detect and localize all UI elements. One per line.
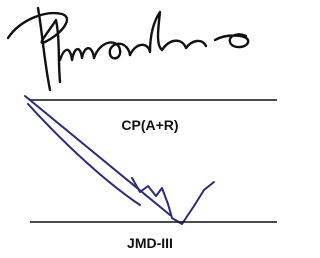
signature-stroke <box>215 34 248 47</box>
signature-stroke <box>130 12 162 55</box>
signature-page: CP(A+R) JMD-III <box>0 0 307 258</box>
signature-2 <box>25 96 214 224</box>
signature-stroke <box>8 13 67 82</box>
signature-stroke <box>132 178 214 224</box>
signature-stroke <box>94 42 130 58</box>
signature-label: JMD-III <box>127 235 173 251</box>
signature-stroke <box>162 41 206 50</box>
signature-stroke <box>38 8 50 90</box>
signature-stroke <box>25 96 170 215</box>
signature-1 <box>8 8 248 90</box>
signature-stroke <box>60 48 94 60</box>
signature-label: CP(A+R) <box>121 117 178 133</box>
